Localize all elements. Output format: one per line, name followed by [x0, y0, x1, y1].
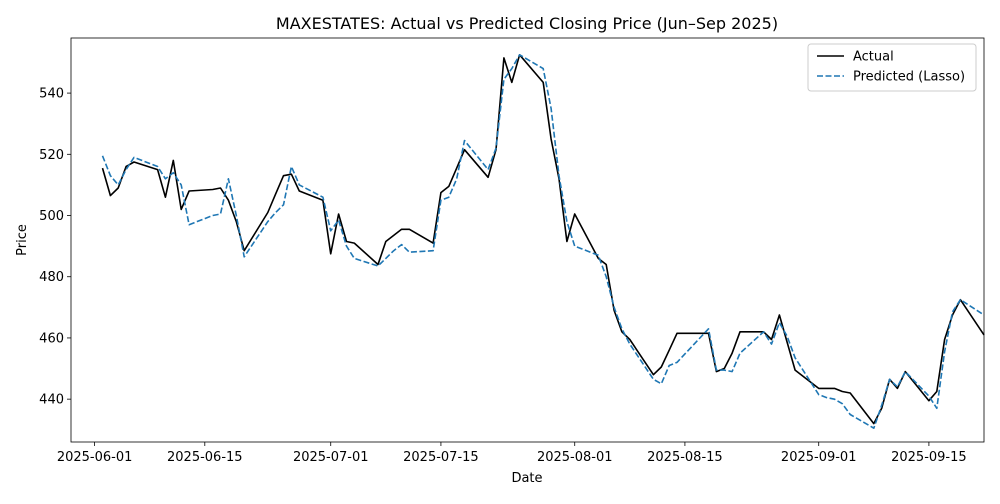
predicted-series-line — [101, 53, 985, 430]
x-tick-label: 2025-08-15 — [647, 450, 723, 465]
x-tick-label: 2025-06-01 — [57, 450, 133, 465]
legend-label: Predicted (Lasso) — [853, 70, 965, 85]
actual-series-line — [101, 53, 985, 425]
x-axis-label: Date — [511, 471, 542, 486]
x-tick-label: 2025-07-01 — [293, 450, 369, 465]
y-axis-label: Price — [15, 224, 30, 256]
x-tick-label: 2025-09-01 — [781, 450, 857, 465]
x-tick-label: 2025-07-15 — [403, 450, 479, 465]
x-tick-label: 2025-08-01 — [537, 450, 613, 465]
chart-title: MAXESTATES: Actual vs Predicted Closing … — [276, 14, 778, 33]
axes-frame — [70, 37, 985, 443]
y-tick-label: 520 — [39, 148, 64, 163]
legend-box — [807, 43, 977, 92]
y-tick-label: 500 — [39, 209, 64, 224]
y-tick-label: 460 — [39, 331, 64, 346]
x-tick-label: 2025-06-15 — [167, 450, 243, 465]
y-tick-label: 540 — [39, 87, 64, 102]
plot-area: 440 460 480 500 520 540 2025-06-01 2025-06-15 20… — [39, 37, 985, 465]
x-tick-label: 2025-09-15 — [891, 450, 967, 465]
y-tick-label: 480 — [39, 270, 64, 285]
legend-label: Actual — [853, 50, 894, 65]
y-tick-label: 440 — [39, 393, 64, 408]
